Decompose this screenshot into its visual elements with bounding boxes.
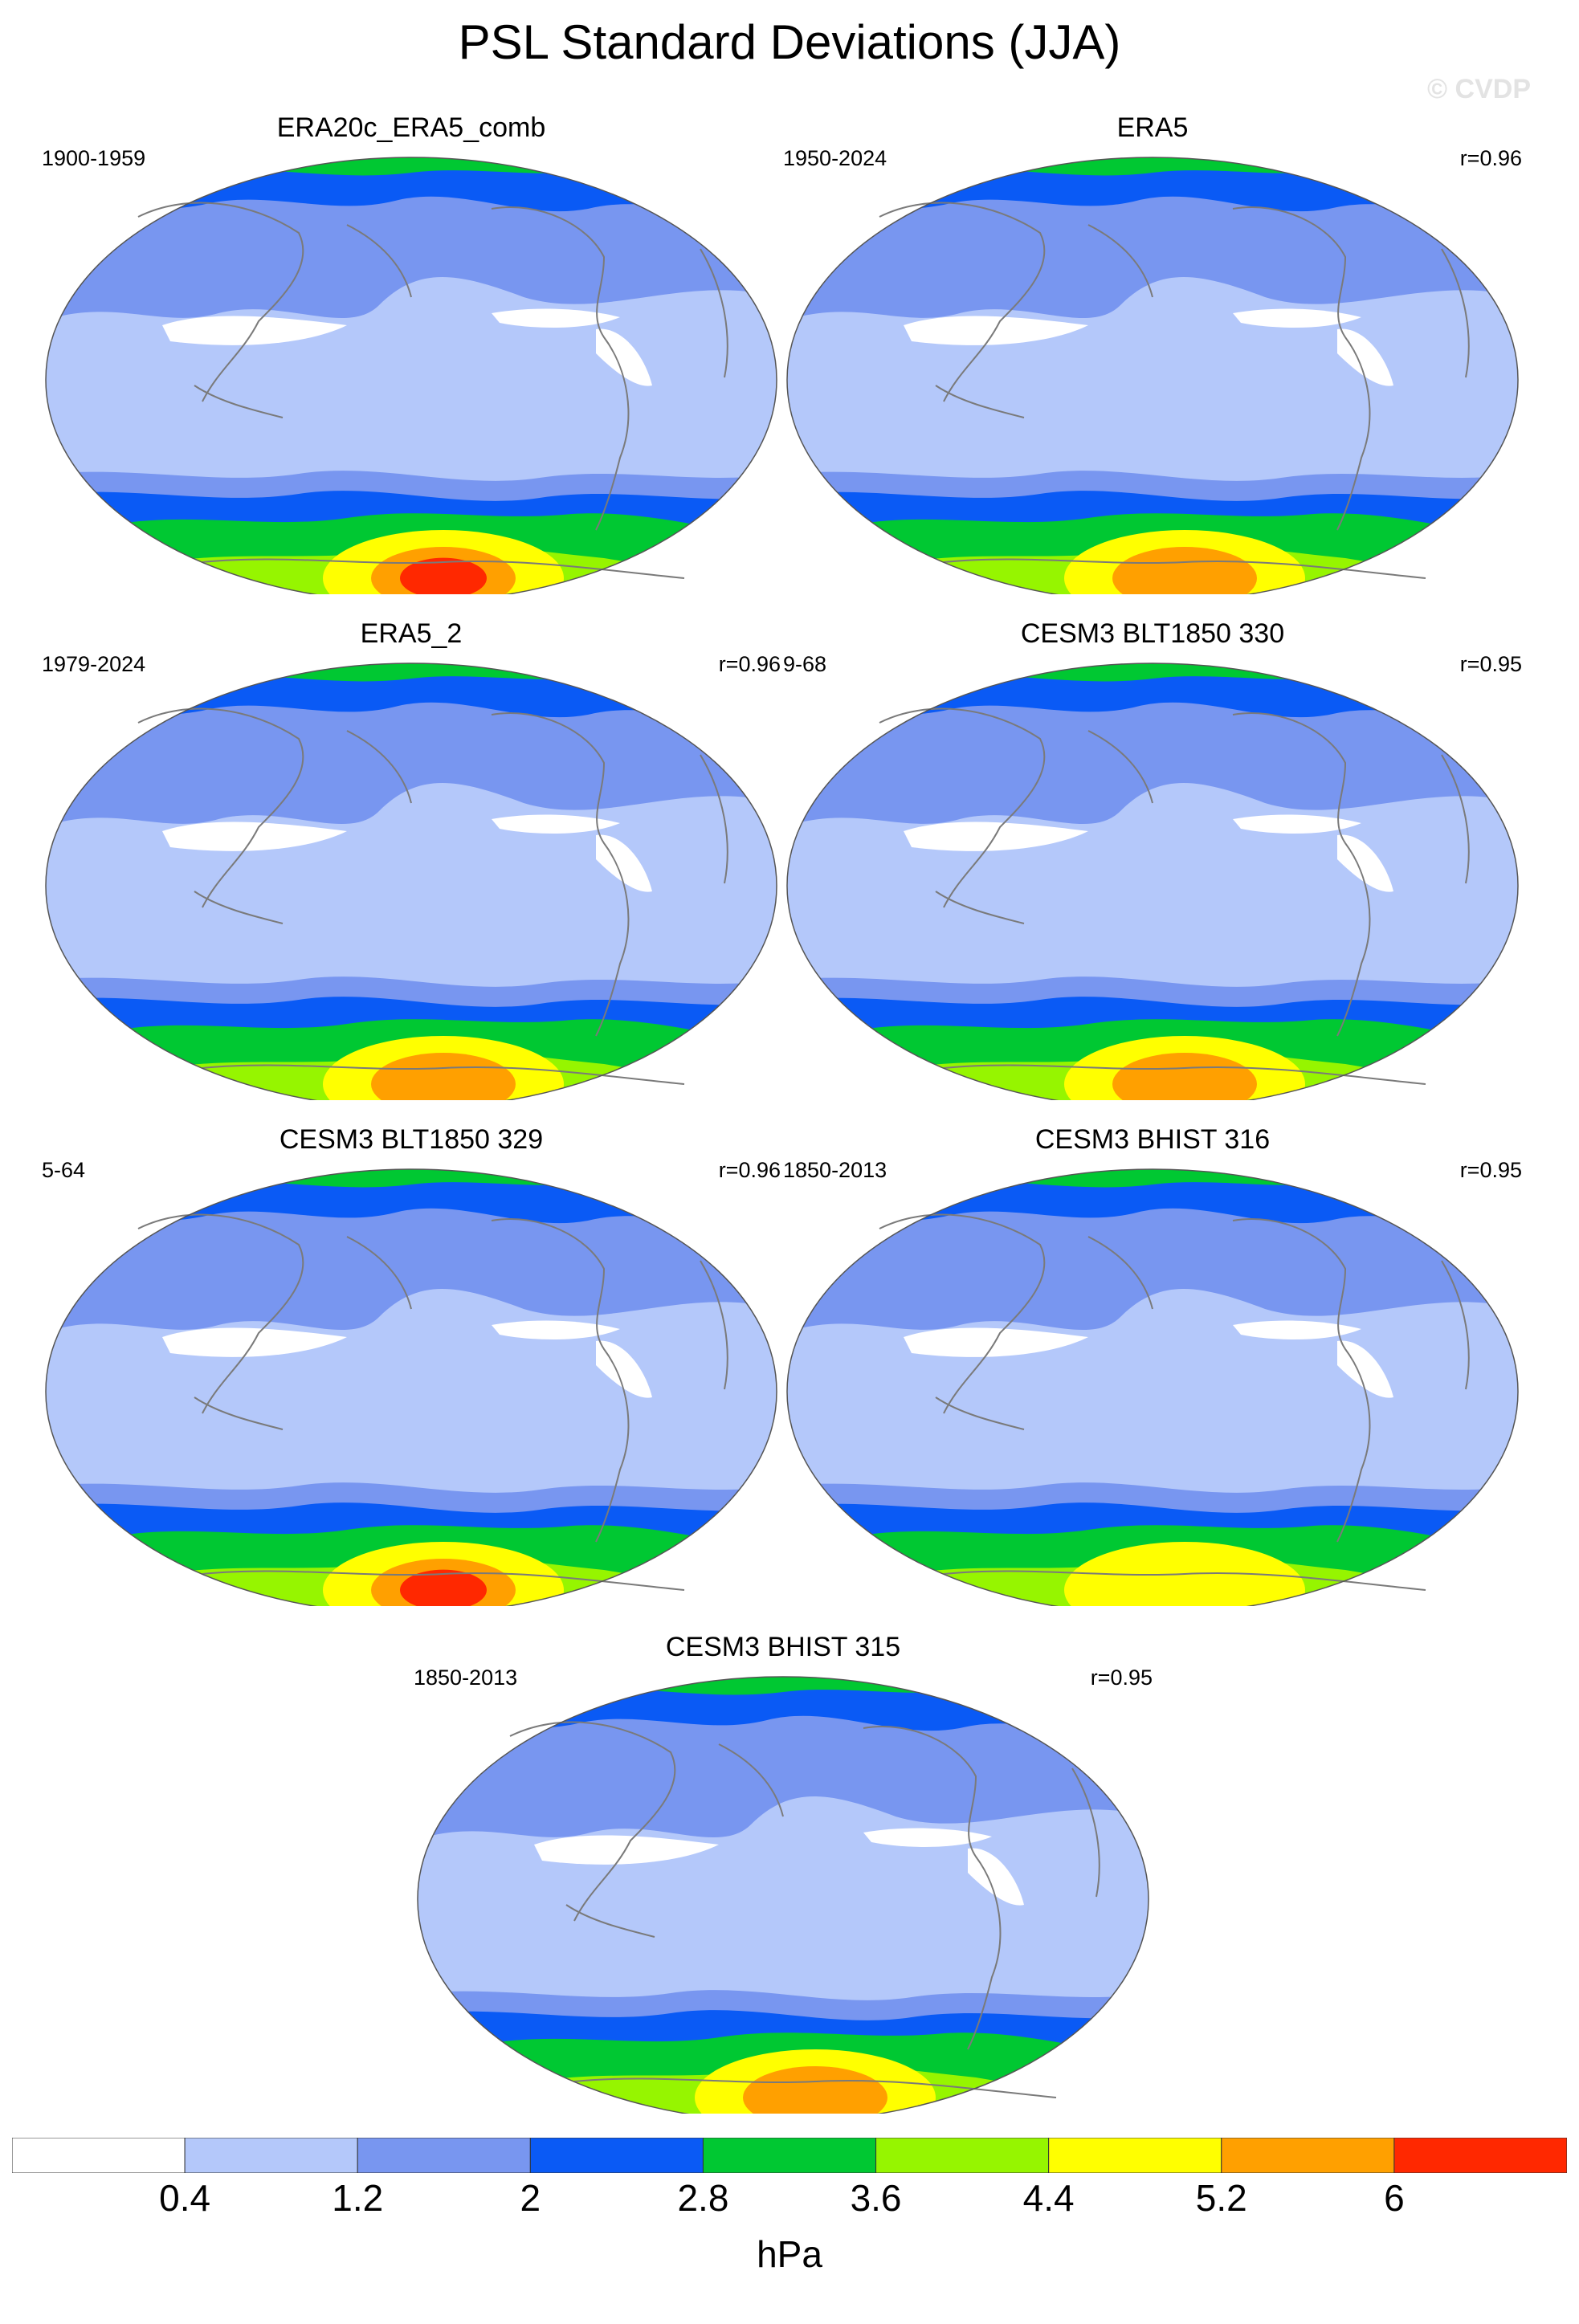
panel-correlation: r=0.96 <box>718 1158 781 1182</box>
contour-fill <box>787 157 1518 594</box>
map-plot <box>786 1168 1519 1606</box>
panel-title: ERA20c_ERA5_comb <box>276 112 546 143</box>
map-plot <box>786 157 1519 594</box>
panel-correlation: r=0.95 <box>1090 1666 1153 1690</box>
colorbar-segment <box>1221 2138 1395 2173</box>
map-panel-7: CESM3 BHIST 315 1850-2013 r=0.95 <box>414 1632 1153 2114</box>
map-panel-1: ERA20c_ERA5_comb 1900-1959 <box>42 112 781 594</box>
panel-correlation: r=0.96 <box>1459 146 1522 170</box>
colorbar-tick-label: 2 <box>520 2177 541 2219</box>
contour-fill <box>46 663 777 1100</box>
contour-fill <box>46 157 777 594</box>
coastlines <box>879 707 1470 1085</box>
map-plot <box>45 663 777 1100</box>
panel-years: 1850-2013 <box>414 1666 518 1690</box>
map-outline <box>417 1676 1149 2114</box>
colorbar-segment <box>184 2138 358 2173</box>
panel-correlation: r=0.95 <box>1459 652 1522 676</box>
map-plot <box>786 663 1519 1100</box>
page-title: PSL Standard Deviations (JJA) <box>458 15 1121 69</box>
map-panel-6: CESM3 BHIST 316 1850-2013 r=0.95 <box>783 1124 1522 1606</box>
colorbar-tick-label: 2.8 <box>677 2177 729 2219</box>
coastlines <box>137 202 728 579</box>
colorbar-tick-label: 3.6 <box>850 2177 902 2219</box>
panel-title: CESM3 BHIST 316 <box>1034 1124 1271 1155</box>
colorbar-tick-label: 4.4 <box>1022 2177 1075 2219</box>
colorbar-tick-label: 6 <box>1384 2177 1405 2219</box>
colorbar-segment <box>357 2138 531 2173</box>
map-outline <box>45 663 777 1100</box>
colorbar-segment <box>702 2138 877 2173</box>
map-outline <box>786 663 1519 1100</box>
colorbar-tick-label: 5.2 <box>1195 2177 1247 2219</box>
map-outline <box>45 1168 777 1606</box>
colorbar-segment <box>1393 2138 1567 2173</box>
panel-years: 5-64 <box>42 1158 86 1182</box>
coastlines <box>137 1213 728 1591</box>
panel-title: CESM3 BLT1850 329 <box>279 1124 544 1155</box>
colorbar-tick-label: 0.4 <box>159 2177 211 2219</box>
map-panel-2: ERA5 1950-2024 r=0.96 <box>783 112 1522 594</box>
contour-fill <box>787 663 1518 1100</box>
coastlines <box>879 202 1470 579</box>
map-plot <box>45 1168 777 1606</box>
colorbar-unit: hPa <box>757 2233 822 2275</box>
map-panel-4: CESM3 BLT1850 330 9-68 r=0.95 <box>783 618 1522 1100</box>
panel-years: 1900-1959 <box>42 146 146 170</box>
panel-title: CESM3 BHIST 315 <box>665 1632 901 1662</box>
colorbar-segment <box>529 2138 704 2173</box>
map-plot <box>45 157 777 594</box>
contour-fill <box>46 1169 777 1606</box>
panel-years: 9-68 <box>783 652 827 676</box>
panel-years: 1850-2013 <box>783 1158 887 1182</box>
colorbar-segment <box>1048 2138 1222 2173</box>
contour-fill <box>787 1169 1518 1606</box>
panel-correlation: r=0.95 <box>1459 1158 1522 1182</box>
colorbar-tick-label: 1.2 <box>332 2177 384 2219</box>
colorbar-segment <box>12 2138 186 2173</box>
map-outline <box>786 1168 1519 1606</box>
panel-years: 1979-2024 <box>42 652 146 676</box>
panel-title: ERA5 <box>1116 112 1189 143</box>
panel-title: ERA5_2 <box>360 618 463 649</box>
panel-years: 1950-2024 <box>783 146 887 170</box>
coastlines <box>879 1213 1470 1591</box>
panel-title: CESM3 BLT1850 330 <box>1020 618 1285 649</box>
map-outline <box>45 157 777 594</box>
coastlines <box>509 1721 1100 2098</box>
map-panel-3: ERA5_2 1979-2024 r=0.96 <box>42 618 781 1100</box>
panel-correlation: r=0.96 <box>718 652 781 676</box>
map-outline <box>786 157 1519 594</box>
colorbar <box>12 2138 1567 2173</box>
map-panel-5: CESM3 BLT1850 329 5-64 r=0.96 <box>42 1124 781 1606</box>
map-plot <box>417 1676 1149 2114</box>
contour-fill <box>418 1677 1149 2114</box>
coastlines <box>137 707 728 1085</box>
colorbar-segment <box>875 2138 1050 2173</box>
watermark: © CVDP <box>1427 74 1531 104</box>
